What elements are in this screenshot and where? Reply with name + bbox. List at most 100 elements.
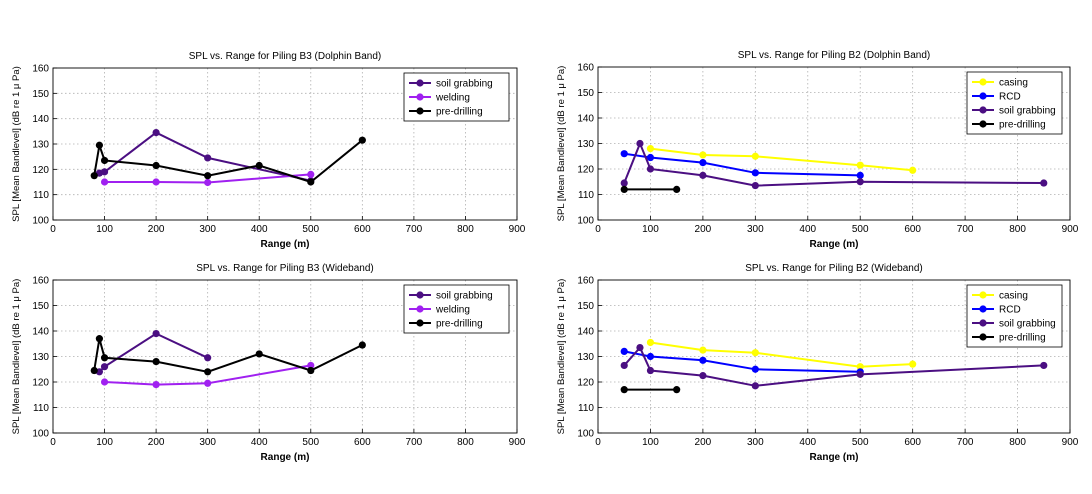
data-point xyxy=(620,347,628,355)
y-tick-label: 160 xyxy=(577,63,594,74)
data-point xyxy=(620,150,628,158)
data-point xyxy=(100,354,109,362)
x-tick-label: 200 xyxy=(148,437,165,448)
legend-label: RCD xyxy=(999,92,1021,103)
x-tick-label: 500 xyxy=(852,437,869,448)
data-point xyxy=(620,185,628,193)
data-point xyxy=(152,329,160,338)
data-point xyxy=(307,361,315,370)
x-tick-label: 100 xyxy=(96,437,113,448)
x-tick-label: 300 xyxy=(199,224,216,235)
y-tick-label: 100 xyxy=(32,216,49,227)
data-point xyxy=(152,358,160,366)
data-point xyxy=(358,136,366,144)
data-point xyxy=(204,354,212,362)
axes-box xyxy=(52,67,518,221)
y-tick-label: 110 xyxy=(33,403,49,414)
legend-swatch-marker xyxy=(416,291,424,299)
chart-panel-3: 0 100 200 300 400 500 600 700 800 900100110120130… xyxy=(11,263,526,463)
legend-swatch-marker xyxy=(979,120,987,128)
data-point xyxy=(909,360,917,368)
legend-label: casing xyxy=(999,78,1028,89)
legend-swatch-marker xyxy=(979,333,987,341)
legend-label: pre-drilling xyxy=(999,333,1046,344)
x-tick-label: 900 xyxy=(509,437,526,448)
data-point xyxy=(100,363,109,371)
series-line-1 xyxy=(104,364,311,386)
y-tick-label: 140 xyxy=(32,114,49,125)
chart-panel-2: 0 100 200 300 400 500 600 700 800 900100110120130… xyxy=(556,50,1079,250)
data-point xyxy=(751,349,759,357)
chart-title: SPL vs. Range for Piling B2 (Dolphin Ban… xyxy=(738,50,931,61)
data-point xyxy=(152,129,160,137)
chart-panel-1: 0 100 200 300 400 500 600 700 800 900100110120130… xyxy=(11,51,526,250)
x-tick-label: 900 xyxy=(1062,437,1079,448)
y-tick-label: 110 xyxy=(578,190,594,201)
data-point xyxy=(307,178,315,186)
y-tick-label: 120 xyxy=(32,165,49,176)
y-tick-label: 150 xyxy=(577,301,594,312)
x-tick-label: 0 xyxy=(50,224,56,235)
y-axis-label: SPL [Mean Bandlevel] (dB re 1 μ Pa) xyxy=(556,279,567,435)
y-tick-label: 100 xyxy=(577,429,594,440)
x-axis-label: Range (m) xyxy=(261,452,310,463)
legend-swatch-marker xyxy=(416,319,424,327)
x-tick-label: 100 xyxy=(96,224,113,235)
x-tick-label: 400 xyxy=(251,224,268,235)
x-tick-label: 900 xyxy=(509,224,526,235)
x-tick-label: 700 xyxy=(957,437,974,448)
y-tick-label: 100 xyxy=(32,429,49,440)
legend-swatch-marker xyxy=(416,93,424,101)
x-tick-label: 800 xyxy=(457,224,474,235)
y-tick-label: 130 xyxy=(577,352,594,363)
y-tick-label: 140 xyxy=(577,327,594,338)
y-tick-label: 100 xyxy=(577,216,594,227)
legend-label: casing xyxy=(999,291,1028,302)
x-tick-label: 300 xyxy=(747,437,764,448)
x-tick-label: 600 xyxy=(354,437,371,448)
data-point xyxy=(673,185,681,193)
axes-box xyxy=(52,279,518,434)
legend: casing RCD soil grabbing pre-drilling xyxy=(966,71,1063,135)
data-point xyxy=(646,153,655,162)
data-point xyxy=(646,352,655,361)
y-tick-label: 140 xyxy=(32,327,49,338)
data-point xyxy=(255,161,263,170)
data-point xyxy=(307,366,315,375)
data-point xyxy=(646,338,655,347)
data-point xyxy=(90,172,98,180)
axes-box xyxy=(597,66,1071,221)
series-line-0 xyxy=(98,332,209,373)
y-tick-label: 120 xyxy=(577,378,594,389)
data-point xyxy=(100,178,109,186)
data-point xyxy=(856,363,864,371)
data-point xyxy=(204,379,212,387)
data-point xyxy=(358,341,366,349)
axes-box xyxy=(597,279,1071,434)
x-tick-label: 300 xyxy=(747,224,764,235)
data-point xyxy=(152,380,160,389)
x-tick-label: 200 xyxy=(695,224,712,235)
x-tick-label: 700 xyxy=(957,224,974,235)
data-point xyxy=(95,141,103,149)
data-point xyxy=(1040,179,1048,187)
y-tick-label: 160 xyxy=(577,276,594,287)
data-point xyxy=(620,179,628,187)
chart-title: SPL vs. Range for Piling B2 (Wideband) xyxy=(745,263,923,274)
data-point xyxy=(152,178,160,186)
y-tick-label: 110 xyxy=(33,190,49,201)
legend: soil grabbing welding pre-drilling xyxy=(403,72,510,122)
x-tick-label: 700 xyxy=(406,437,423,448)
y-tick-label: 110 xyxy=(578,403,594,414)
data-point xyxy=(751,365,759,373)
legend-swatch-marker xyxy=(979,78,987,86)
y-axis-label: SPL [Mean Bandlevel] (dB re 1 μ Pa) xyxy=(556,66,567,222)
x-axis-label: Range (m) xyxy=(261,239,310,250)
legend: soil grabbing welding pre-drilling xyxy=(403,284,510,334)
y-axis-label: SPL [Mean Bandlevel] (dB re 1 μ Pa) xyxy=(11,66,22,222)
legend-swatch-marker xyxy=(979,291,987,299)
data-point xyxy=(100,378,109,386)
y-tick-label: 160 xyxy=(32,276,49,287)
legend-swatch-marker xyxy=(416,305,424,313)
legend-label: pre-drilling xyxy=(436,107,483,118)
